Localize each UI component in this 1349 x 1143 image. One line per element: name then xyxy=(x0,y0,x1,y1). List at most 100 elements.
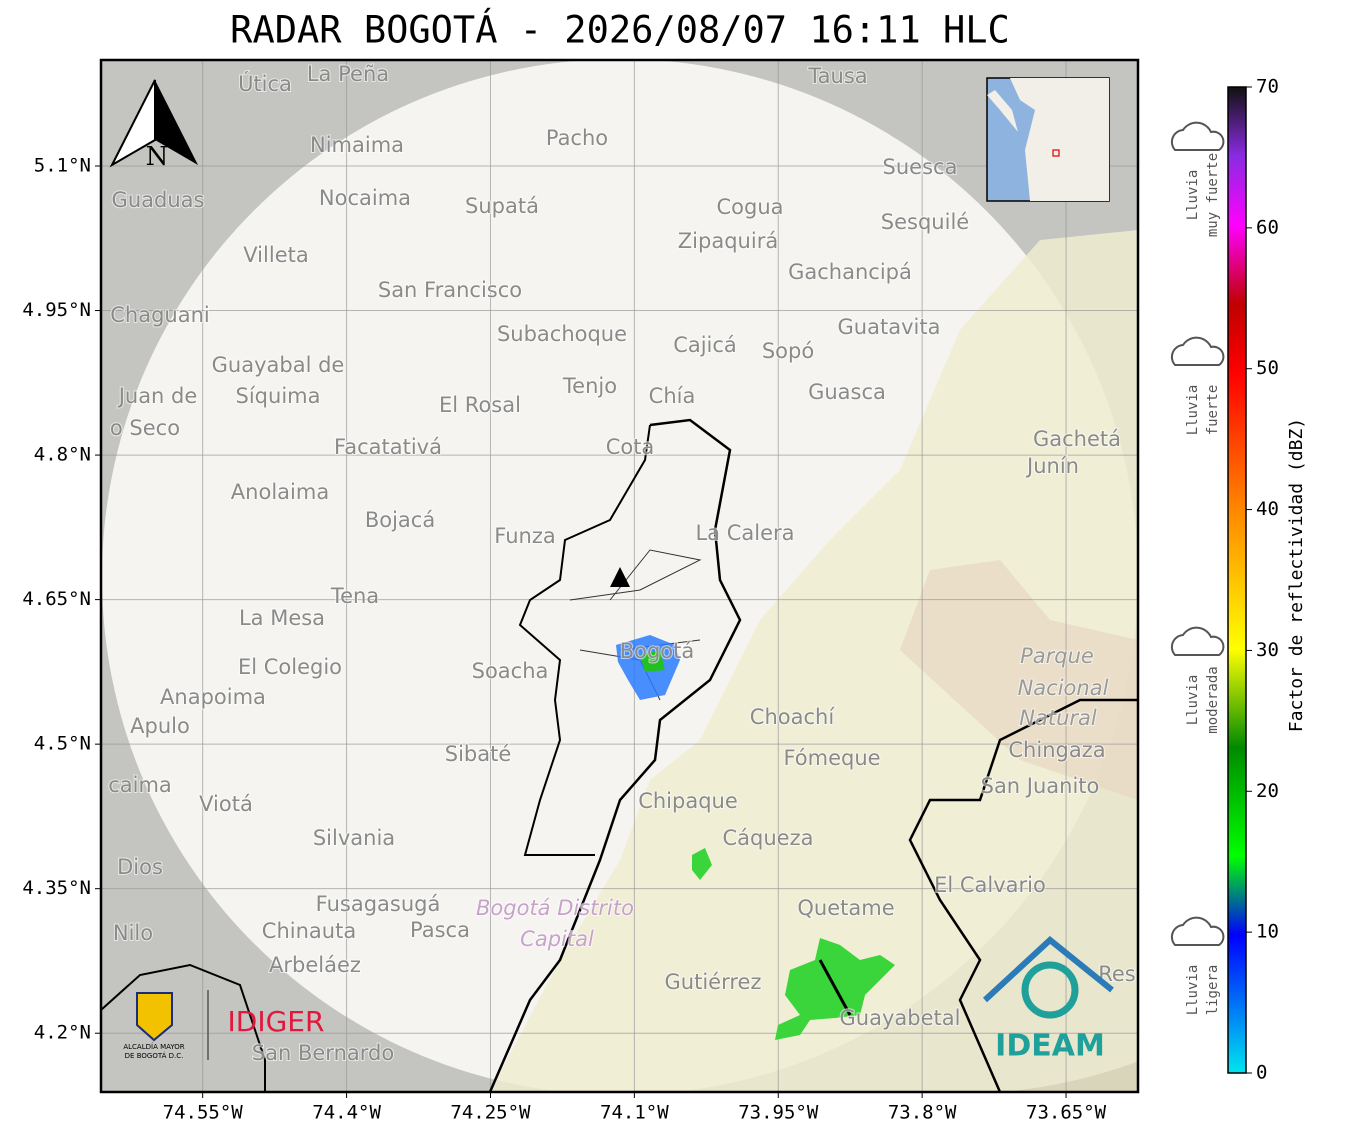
logo-text: ALCALDÍA MAYOR xyxy=(123,1042,184,1051)
rain-label: muy fuerte xyxy=(1205,153,1221,237)
rain-icon xyxy=(1170,121,1225,151)
place-label: Chinauta xyxy=(262,919,356,943)
place-label: Supatá xyxy=(465,194,539,218)
rain-label: Lluvia xyxy=(1185,385,1201,436)
place-label: El Rosal xyxy=(439,393,521,417)
place-label: Bogotá Distrito xyxy=(476,896,634,920)
place-label: San Bernardo xyxy=(252,1041,394,1065)
rain-label: fuerte xyxy=(1205,385,1221,436)
title: RADAR BOGOTÁ - 2026/08/07 16:11 HLC xyxy=(230,8,1010,52)
place-label: Fómeque xyxy=(783,746,880,770)
place-label: La Calera xyxy=(695,521,794,545)
place-label: San Juanito xyxy=(981,774,1100,798)
place-label: Cajicá xyxy=(673,333,737,357)
logo-ideam-text: IDEAM xyxy=(995,1029,1105,1064)
north-label: N xyxy=(146,142,169,172)
place-label: Suesca xyxy=(883,155,958,179)
place-label: La Peña xyxy=(307,62,389,86)
rain-label: moderada xyxy=(1205,666,1221,733)
place-label: Útica xyxy=(238,71,292,96)
place-label: Gachancipá xyxy=(788,260,912,284)
place-label: Nacional xyxy=(1018,676,1109,700)
place-label: Chingaza xyxy=(1008,738,1105,762)
y-tick-label: 4.5°N xyxy=(34,733,91,755)
place-label: Facatativá xyxy=(334,435,442,459)
x-tick-label: 73.65°W xyxy=(1026,1102,1107,1124)
rain-icon xyxy=(1170,336,1225,366)
inset-map xyxy=(986,77,1110,202)
y-tick-label: 4.65°N xyxy=(22,588,91,610)
place-label: Quetame xyxy=(797,896,894,920)
place-label: La Mesa xyxy=(239,606,325,630)
colorbar-tick-label: 60 xyxy=(1256,216,1279,238)
colorbar-tick-label: 30 xyxy=(1256,639,1279,661)
colorbar-tick-label: 0 xyxy=(1256,1062,1267,1084)
terrain xyxy=(490,230,1138,1092)
radar-echo xyxy=(692,848,712,880)
terrain xyxy=(900,560,1138,800)
place-label: Tausa xyxy=(807,64,867,88)
place-label: Parque xyxy=(1020,644,1094,668)
place-label: Apulo xyxy=(130,714,190,738)
y-tick-label: 4.8°N xyxy=(34,444,91,466)
x-tick-label: 73.95°W xyxy=(738,1102,819,1124)
place-label: Subachoque xyxy=(497,322,627,346)
place-label: Funza xyxy=(494,524,555,548)
place-label: o Seco xyxy=(110,416,180,440)
rain-icon xyxy=(1170,626,1225,656)
y-tick-label: 4.35°N xyxy=(22,877,91,899)
place-label: Soacha xyxy=(472,659,549,683)
place-label: Sibaté xyxy=(445,742,512,766)
boundary xyxy=(908,698,1138,1092)
place-label: Viotá xyxy=(199,792,253,816)
place-label: Sopó xyxy=(762,339,814,363)
place-label: Síquima xyxy=(236,384,321,408)
map: La Peña Útica Tausa Pacho Nimaima Suesca Guadu… xyxy=(101,60,1138,1092)
colorbar-tick-label: 20 xyxy=(1256,780,1279,802)
place-label: Nocaima xyxy=(319,186,411,210)
place-label: Natural xyxy=(1019,706,1097,730)
place-label: Chaguani xyxy=(110,303,210,327)
logo-idiger: IDIGER xyxy=(228,1005,325,1038)
rain-label: Lluvia xyxy=(1185,170,1201,221)
rain-icon xyxy=(1170,916,1225,946)
y-tick-label: 4.2°N xyxy=(34,1022,91,1044)
echo-line xyxy=(818,959,852,1016)
rain-label: ligera xyxy=(1205,965,1221,1016)
logo-text: DE BOGOTÁ D.C. xyxy=(125,1051,184,1060)
place-label: San Francisco xyxy=(378,278,522,302)
place-label: Gachetá xyxy=(1033,427,1121,451)
x-tick-label: 74.1°W xyxy=(600,1102,669,1124)
x-tick-label: 74.55°W xyxy=(163,1102,244,1124)
place-label: Capital xyxy=(520,927,594,951)
place-label: Tena xyxy=(330,584,379,608)
logo-alcaldia: ALCALDÍA MAYOR DE BOGOTÁ D.C. IDIGER xyxy=(123,990,324,1060)
place-label: Nimaima xyxy=(310,133,404,157)
place-label: Bojacá xyxy=(365,508,435,532)
place-label: Chipaque xyxy=(638,789,738,813)
place-label: Bogotá xyxy=(620,639,695,663)
place-label: Dios xyxy=(117,855,163,879)
place-label: Gutiérrez xyxy=(665,970,762,994)
place-label: El Colegio xyxy=(238,655,342,679)
place-label: Junín xyxy=(1025,454,1079,478)
place-label: Silvania xyxy=(313,826,395,850)
rain-label: Lluvia xyxy=(1185,675,1201,726)
boundary xyxy=(488,418,742,1092)
place-label: Guaduas xyxy=(112,188,205,212)
radar-site xyxy=(610,567,630,587)
place-label: Nilo xyxy=(113,921,153,945)
place-label: caima xyxy=(108,773,172,797)
colorbar-label: Factor de reflectividad (dBZ) xyxy=(1286,418,1307,732)
logo-ideam: IDEAM xyxy=(982,936,1114,1064)
place-label: Cota xyxy=(606,435,655,459)
colorbar-tick-label: 10 xyxy=(1256,921,1279,943)
place-label: Tenjo xyxy=(562,374,617,398)
place-label: El Calvario xyxy=(934,873,1046,897)
place-label: Anolaima xyxy=(231,480,329,504)
place-label: Arbeláez xyxy=(269,953,361,977)
colorbar-tick-label: 50 xyxy=(1256,357,1279,379)
place-label: Pacho xyxy=(546,126,608,150)
place-label: Guatavita xyxy=(838,315,941,339)
